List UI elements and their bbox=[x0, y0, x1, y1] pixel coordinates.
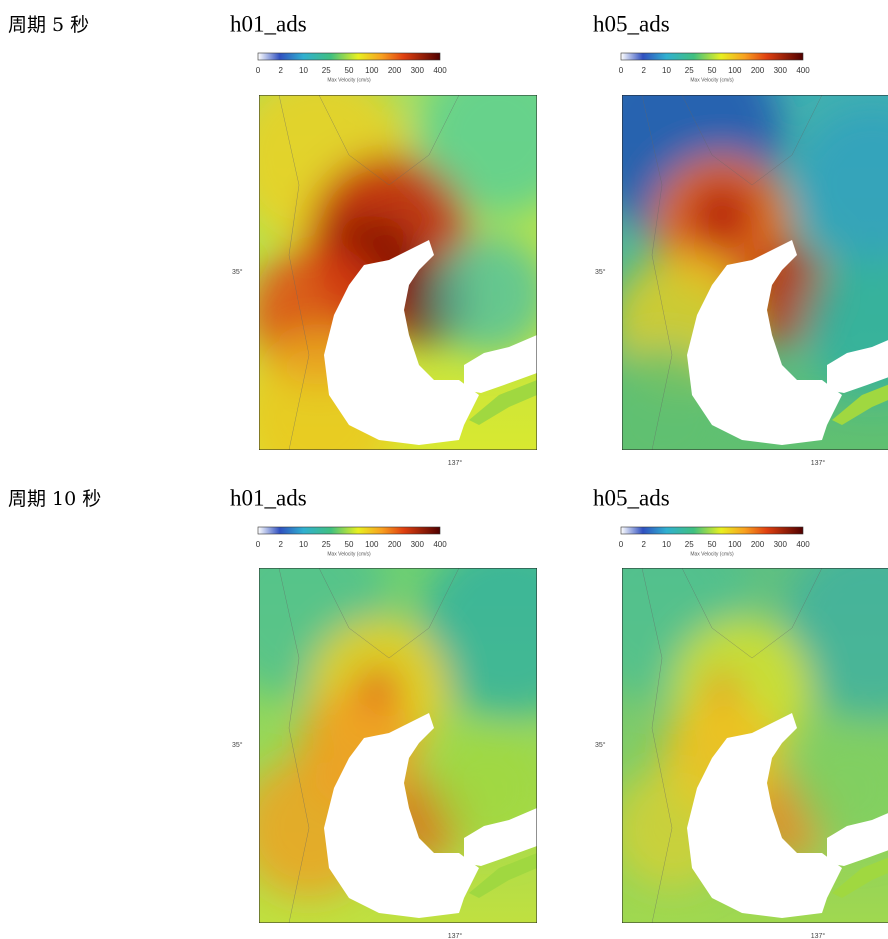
border-line bbox=[278, 568, 310, 923]
lat-label: 35° bbox=[595, 268, 606, 276]
colorbar-tick: 10 bbox=[662, 540, 671, 549]
colorbar bbox=[620, 526, 804, 535]
colorbar-tick: 25 bbox=[685, 66, 694, 75]
colorbar-tick: 25 bbox=[322, 540, 331, 549]
colorbar-label: Max Velocity (cm/s) bbox=[690, 77, 734, 83]
colorbar-tick: 50 bbox=[708, 66, 717, 75]
border-line bbox=[641, 95, 673, 450]
colorbar bbox=[620, 52, 804, 61]
lon-label: 137° bbox=[811, 932, 826, 939]
panel-title: h05_ads bbox=[593, 11, 670, 36]
colorbar-tick: 0 bbox=[619, 540, 624, 549]
colorbar bbox=[257, 52, 441, 61]
colorbar-tick: 100 bbox=[728, 540, 742, 549]
peninsula bbox=[832, 857, 888, 898]
map bbox=[622, 95, 888, 450]
panel-title: h01_ads bbox=[230, 485, 307, 510]
lat-label: 35° bbox=[232, 268, 243, 276]
colorbar-tick: 0 bbox=[619, 66, 624, 75]
map bbox=[259, 568, 537, 923]
colorbar-tick: 200 bbox=[388, 540, 402, 549]
colorbar-tick: 10 bbox=[662, 66, 671, 75]
colorbar-tick: 200 bbox=[751, 66, 765, 75]
colorbar-tick: 300 bbox=[774, 66, 788, 75]
colorbar-label: Max Velocity (cm/s) bbox=[327, 77, 371, 83]
colorbar-tick: 2 bbox=[279, 540, 284, 549]
lon-label: 137° bbox=[811, 459, 826, 467]
border-line bbox=[278, 95, 310, 450]
colorbar-tick: 300 bbox=[774, 540, 788, 549]
border-line bbox=[641, 568, 673, 923]
map-panel: h05_ads 0 2 10 25 50 100 200 300 400 Max Velocity … bbox=[593, 11, 888, 467]
peninsula bbox=[469, 853, 537, 898]
bay bbox=[464, 335, 537, 393]
bay bbox=[827, 340, 888, 393]
panel-title: h01_ads bbox=[230, 11, 307, 36]
bay bbox=[687, 713, 842, 918]
colorbar-tick: 100 bbox=[365, 66, 379, 75]
colorbar-tick: 200 bbox=[751, 540, 765, 549]
colorbar-tick: 200 bbox=[388, 66, 402, 75]
colorbar-tick: 400 bbox=[433, 540, 447, 549]
lon-label: 137° bbox=[448, 459, 463, 467]
colorbar-tick: 25 bbox=[685, 540, 694, 549]
colorbar-tick: 400 bbox=[796, 540, 810, 549]
bay bbox=[324, 713, 479, 918]
bay bbox=[687, 240, 842, 445]
map-panel: h05_ads 0 2 10 25 50 100 200 300 400 Max Velocity … bbox=[593, 485, 888, 939]
lat-label: 35° bbox=[232, 741, 243, 749]
map bbox=[259, 95, 537, 450]
map-panel: h01_ads 0 2 10 25 50 100 200 300 400 Max Velocity … bbox=[230, 485, 537, 939]
bay bbox=[324, 240, 479, 445]
colorbar-tick: 50 bbox=[345, 66, 354, 75]
colorbar-tick: 400 bbox=[433, 66, 447, 75]
map bbox=[622, 568, 888, 923]
colorbar-tick: 300 bbox=[411, 540, 425, 549]
peninsula bbox=[469, 380, 537, 425]
row-label: 周期 5 秒 bbox=[8, 14, 89, 36]
colorbar-tick: 300 bbox=[411, 66, 425, 75]
colorbar-tick: 2 bbox=[642, 66, 647, 75]
colorbar-label: Max Velocity (cm/s) bbox=[327, 551, 371, 557]
row-label: 周期 10 秒 bbox=[8, 488, 101, 510]
colorbar-tick: 400 bbox=[796, 66, 810, 75]
colorbar-tick: 2 bbox=[279, 66, 284, 75]
colorbar-tick: 2 bbox=[642, 540, 647, 549]
lon-label: 137° bbox=[448, 932, 463, 939]
map-panel: h01_ads 0 2 10 25 50 100 200 300 400 Max Velocity … bbox=[230, 11, 537, 467]
colorbar-tick: 25 bbox=[322, 66, 331, 75]
bay bbox=[464, 808, 537, 866]
colorbar-tick: 10 bbox=[299, 66, 308, 75]
colorbar-tick: 0 bbox=[256, 66, 261, 75]
bay bbox=[827, 813, 888, 866]
peninsula bbox=[832, 384, 888, 425]
border-line bbox=[681, 568, 823, 659]
border-line bbox=[318, 568, 460, 659]
colorbar-tick: 50 bbox=[708, 540, 717, 549]
colorbar-tick: 100 bbox=[365, 540, 379, 549]
colorbar-tick: 10 bbox=[299, 540, 308, 549]
colorbar-tick: 50 bbox=[345, 540, 354, 549]
colorbar bbox=[257, 526, 441, 535]
panel-title: h05_ads bbox=[593, 485, 670, 510]
lat-label: 35° bbox=[595, 741, 606, 749]
colorbar-label: Max Velocity (cm/s) bbox=[690, 551, 734, 557]
colorbar-tick: 100 bbox=[728, 66, 742, 75]
border-line bbox=[318, 95, 460, 186]
colorbar-tick: 0 bbox=[256, 540, 261, 549]
border-line bbox=[681, 95, 823, 186]
